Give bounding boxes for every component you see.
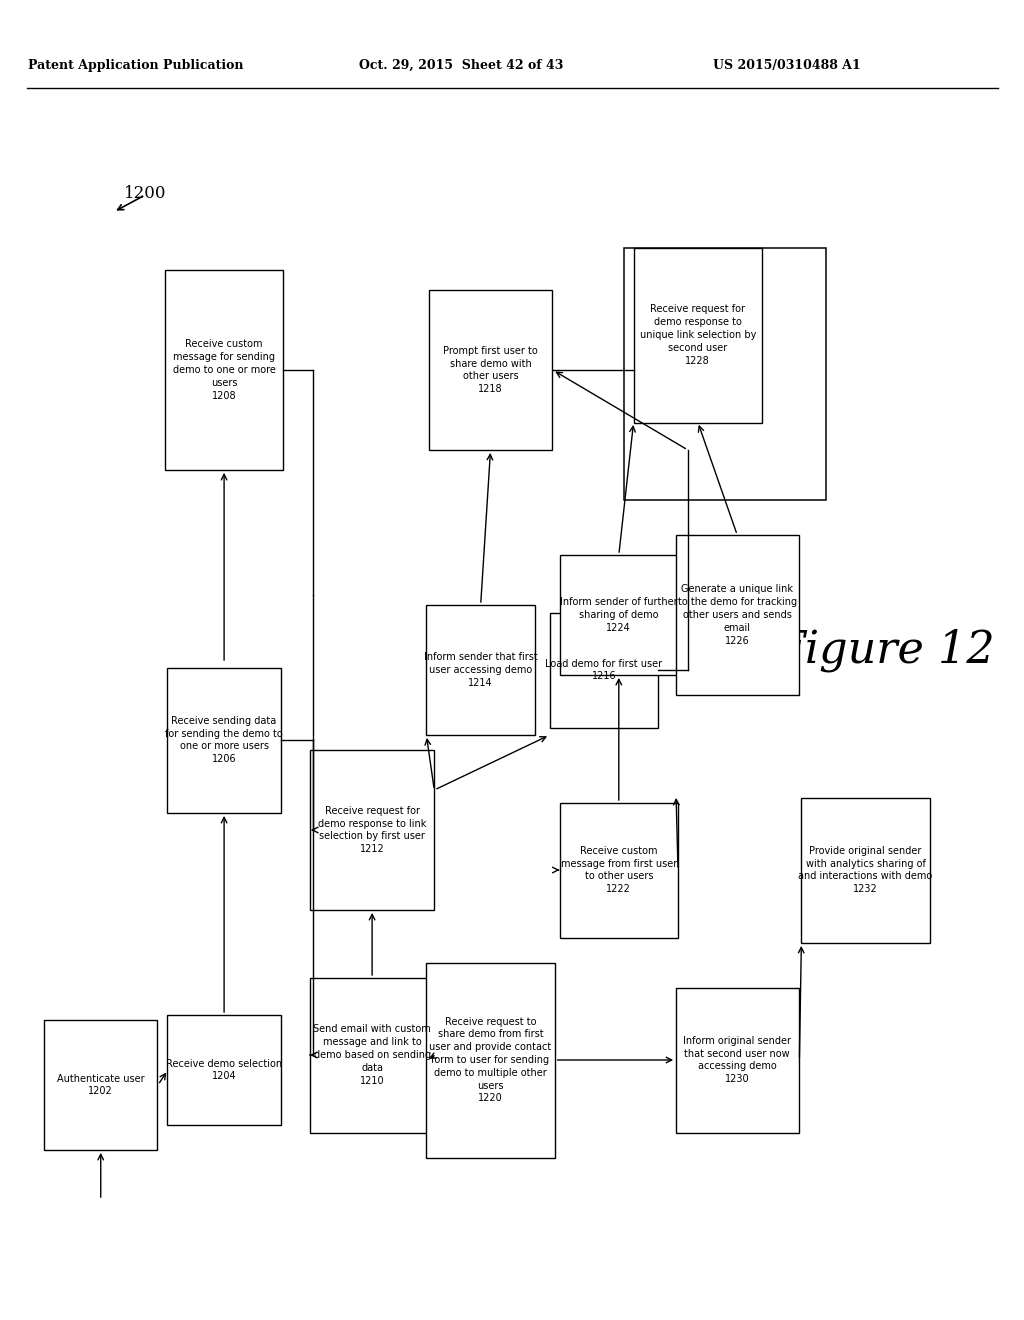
Bar	[550, 612, 658, 727]
Text: Patent Application Publication: Patent Application Publication	[28, 58, 243, 71]
Text: Receive custom
message from first user
to other users
1222: Receive custom message from first user t…	[561, 846, 677, 894]
Bar	[310, 750, 434, 909]
Bar	[624, 248, 826, 500]
Bar	[559, 554, 678, 675]
Bar	[44, 1020, 158, 1150]
Bar	[167, 1015, 281, 1125]
Bar	[676, 987, 799, 1133]
Bar	[634, 248, 762, 422]
Text: 1200: 1200	[124, 185, 166, 202]
Text: Receive request for
demo response to link
selection by first user
1212: Receive request for demo response to lin…	[317, 805, 426, 854]
Bar	[426, 962, 555, 1158]
Bar	[426, 605, 535, 735]
Text: Receive demo selection
1204: Receive demo selection 1204	[166, 1059, 283, 1081]
Bar	[429, 290, 552, 450]
Bar	[165, 271, 284, 470]
Text: Provide original sender
with analytics sharing of
and interactions with demo
123: Provide original sender with analytics s…	[799, 846, 933, 894]
Bar	[676, 535, 799, 696]
Bar	[559, 803, 678, 937]
Text: Figure 12: Figure 12	[775, 628, 995, 672]
Text: Inform original sender
that second user now
accessing demo
1230: Inform original sender that second user …	[683, 1036, 792, 1084]
Text: Send email with custom
message and link to
demo based on sending
data
1210: Send email with custom message and link …	[313, 1024, 431, 1085]
Text: Inform sender of further
sharing of demo
1224: Inform sender of further sharing of demo…	[560, 597, 678, 632]
Text: Load demo for first user
1216: Load demo for first user 1216	[546, 659, 663, 681]
Text: Prompt first user to
share demo with
other users
1218: Prompt first user to share demo with oth…	[443, 346, 538, 395]
Text: Generate a unique link
to the demo for tracking
other users and sends
email
1226: Generate a unique link to the demo for t…	[678, 585, 797, 645]
Bar	[167, 668, 281, 813]
Text: Receive request for
demo response to
unique link selection by
second user
1228: Receive request for demo response to uni…	[640, 305, 756, 366]
Text: Authenticate user
1202: Authenticate user 1202	[57, 1073, 144, 1097]
Text: Inform sender that first
user accessing demo
1214: Inform sender that first user accessing …	[424, 652, 538, 688]
Text: Oct. 29, 2015  Sheet 42 of 43: Oct. 29, 2015 Sheet 42 of 43	[358, 58, 563, 71]
Bar	[310, 978, 434, 1133]
Bar	[802, 797, 930, 942]
Text: Receive custom
message for sending
demo to one or more
users
1208: Receive custom message for sending demo …	[173, 339, 275, 400]
Text: Receive sending data
for sending the demo to
one or more users
1206: Receive sending data for sending the dem…	[165, 715, 283, 764]
Text: US 2015/0310488 A1: US 2015/0310488 A1	[713, 58, 860, 71]
Text: Receive request to
share demo from first
user and provide contact
form to user f: Receive request to share demo from first…	[429, 1016, 552, 1104]
